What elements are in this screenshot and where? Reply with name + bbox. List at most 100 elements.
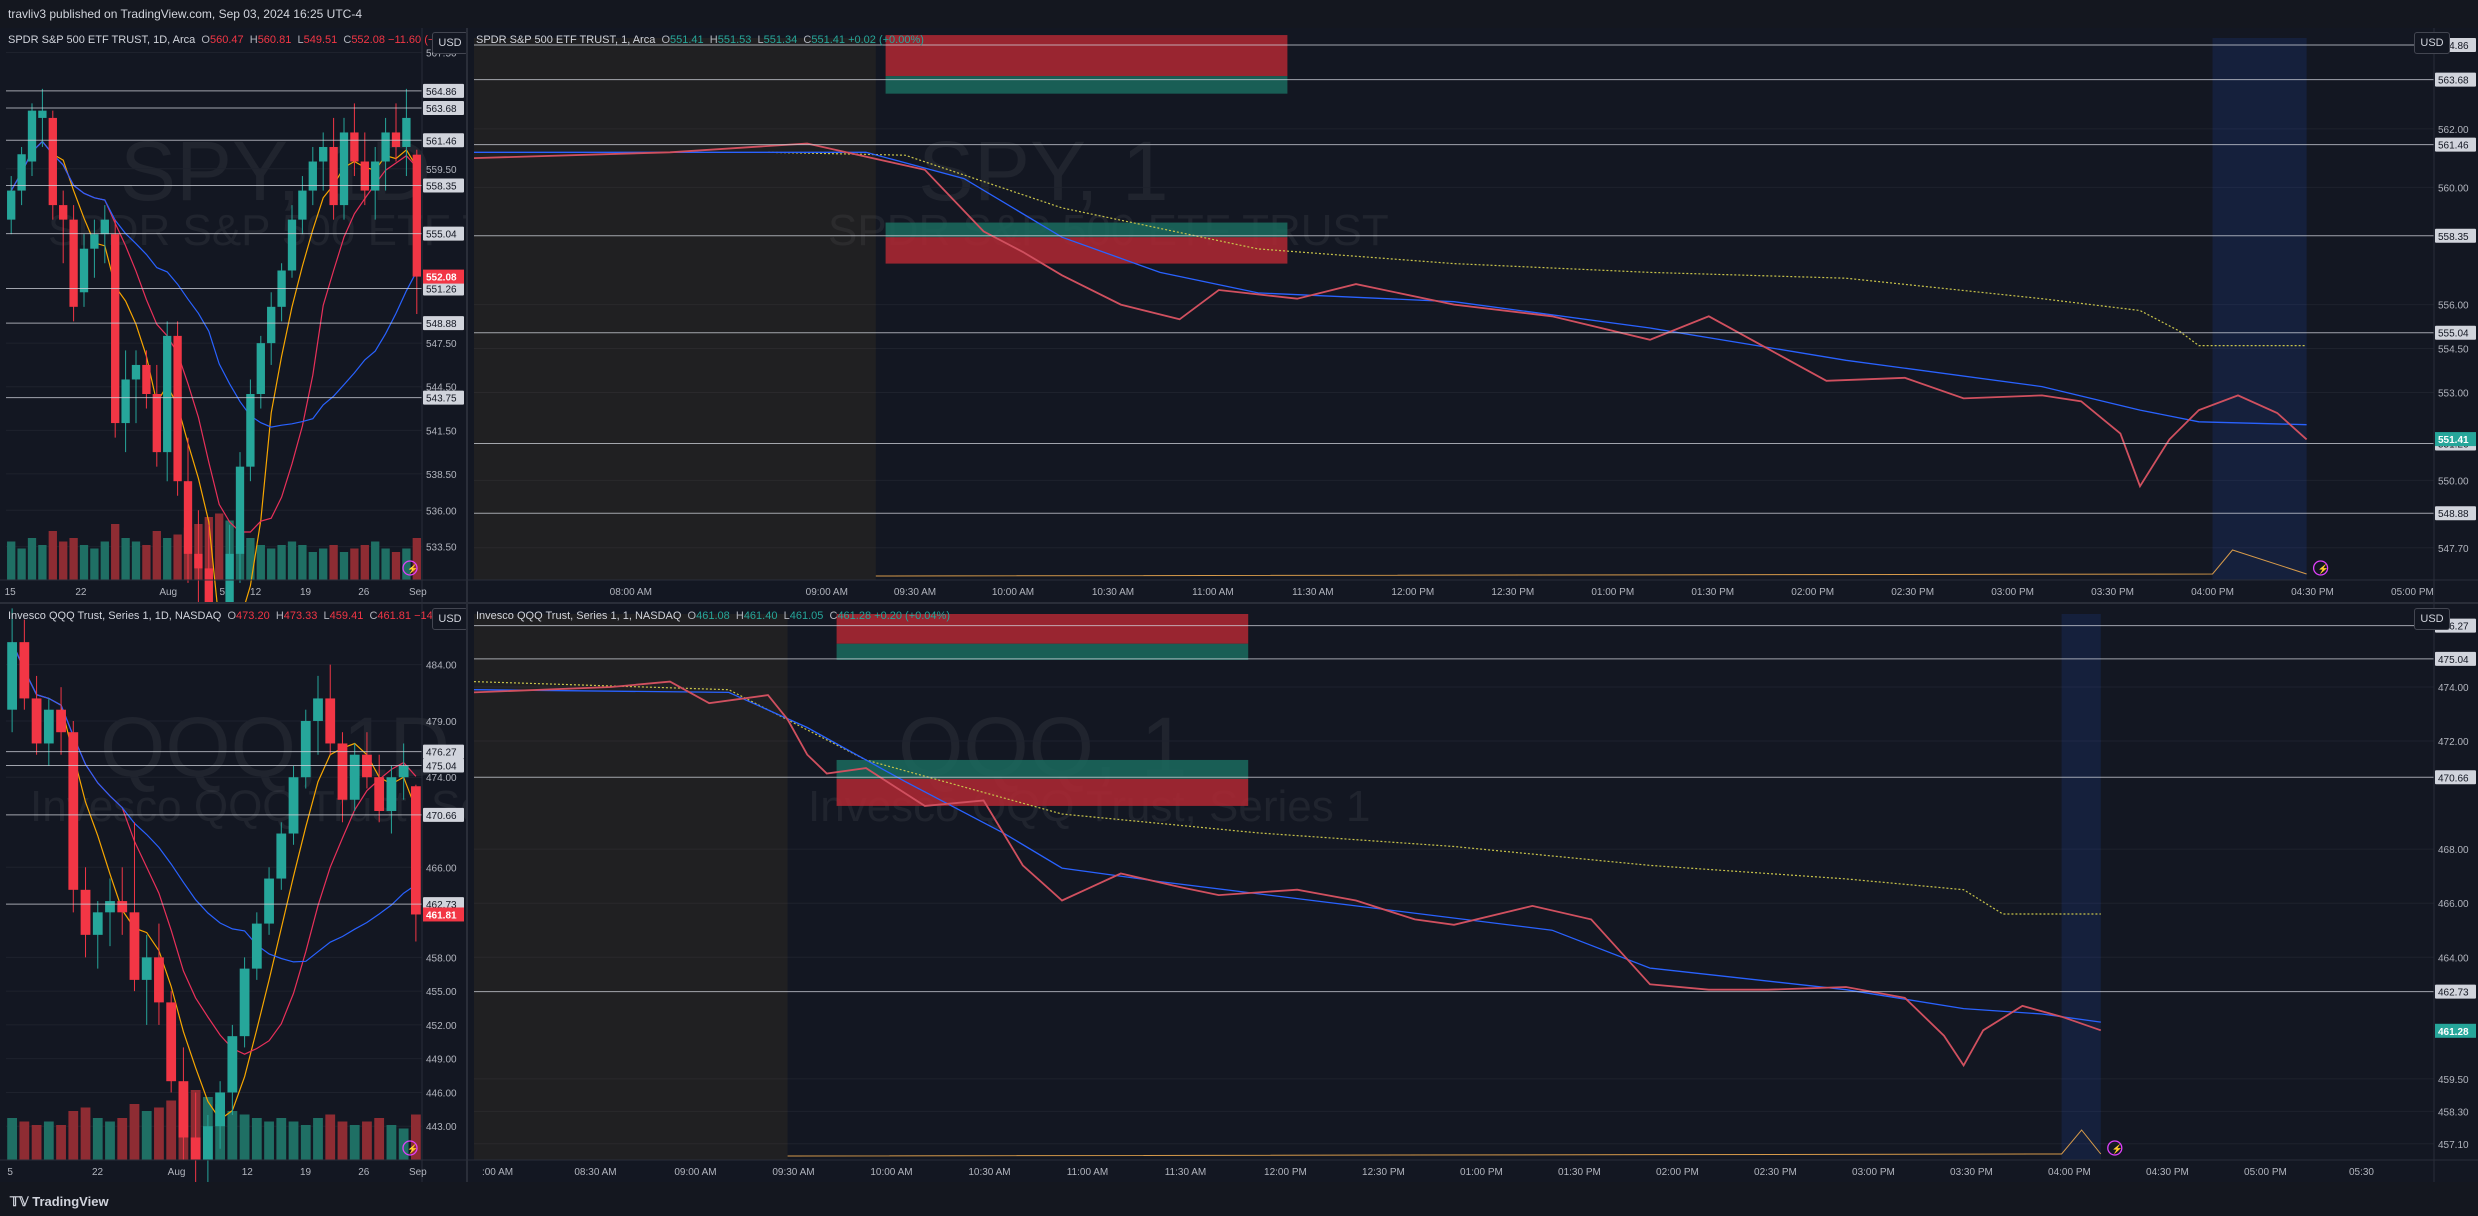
ema-line xyxy=(474,151,2307,426)
level-label-bg xyxy=(423,316,464,331)
volume-ma-line xyxy=(787,1129,2102,1157)
supply-demand-zone xyxy=(885,76,1288,94)
level-label-bg xyxy=(2435,325,2476,340)
candle-body xyxy=(80,889,91,935)
qqq-daily-chart[interactable]: QQQ, 1D Invesco QQQ Trust, Series 1 476.… xyxy=(0,604,592,1182)
x-tick-label: 08:00 AM xyxy=(610,587,652,598)
pane-divider-horizontal[interactable] xyxy=(0,602,2478,604)
candle xyxy=(246,379,255,482)
level-label: 551.26 xyxy=(426,285,457,296)
last-price-bg xyxy=(2435,1023,2476,1038)
candle xyxy=(264,867,274,935)
currency-button[interactable]: USD xyxy=(432,32,468,54)
volume-bar xyxy=(277,545,286,580)
volume-bar xyxy=(27,538,37,580)
level-label: 476.27 xyxy=(426,748,457,759)
y-tick-label: 541.50 xyxy=(426,426,457,437)
candle-body xyxy=(267,306,276,344)
qqq-intraday-chart[interactable]: QQQ, 1 Invesco QQQ Trust, Series 1 476.2… xyxy=(468,604,2478,1182)
y-tick-label: 466.00 xyxy=(2438,899,2469,910)
level-label: 462.73 xyxy=(2438,988,2469,999)
candle-body xyxy=(69,219,78,307)
pane-divider-vertical[interactable] xyxy=(466,28,468,1182)
candle xyxy=(371,146,380,220)
x-tick-label: 12:00 PM xyxy=(1264,1167,1307,1178)
candle-body xyxy=(190,1137,201,1160)
candle-body xyxy=(325,698,336,744)
candle-body xyxy=(79,248,89,293)
level-label-bg xyxy=(2435,72,2476,87)
y-tick-label: 466.00 xyxy=(426,863,457,874)
candle xyxy=(68,720,79,913)
currency-button[interactable]: USD xyxy=(2414,608,2450,630)
y-tick-label: 556.00 xyxy=(2438,301,2469,312)
low-value: 549.51 xyxy=(303,34,338,46)
x-tick-label: 05:30 xyxy=(2349,1167,2374,1178)
candle-body xyxy=(246,394,255,467)
x-tick-label: 11:30 AM xyxy=(1165,1167,1207,1178)
spy-intraday-chart[interactable]: SPY, 1 SPDR S&P 500 ETF TRUST 564.86563.… xyxy=(468,28,2478,602)
high-value: 560.81 xyxy=(257,34,292,46)
volume-bar xyxy=(371,541,380,580)
volume-bar xyxy=(267,548,276,580)
volume-bar xyxy=(105,1121,115,1160)
open-value: 551.41 xyxy=(670,34,704,46)
x-tick-label: 02:30 PM xyxy=(1754,1167,1797,1178)
candle-body xyxy=(43,709,54,744)
candle-body xyxy=(410,786,421,915)
candle-body xyxy=(256,343,265,395)
currency-button[interactable]: USD xyxy=(2414,32,2450,54)
level-label: 558.35 xyxy=(426,181,457,192)
y-tick-label: 560.00 xyxy=(2438,183,2469,194)
volume-bar xyxy=(313,1118,323,1160)
candle-body xyxy=(142,364,151,395)
x-tick-label: 10:00 AM xyxy=(870,1167,912,1178)
candle-body xyxy=(308,161,317,191)
candle-body xyxy=(178,1081,189,1138)
candle-body xyxy=(152,394,161,453)
volume-bar xyxy=(256,545,265,580)
level-label: 548.88 xyxy=(2438,509,2469,520)
candle-body xyxy=(204,568,213,602)
volume-bar xyxy=(391,552,401,580)
candle-body xyxy=(391,132,401,147)
price-line xyxy=(473,680,2102,1068)
level-label-bg xyxy=(2435,984,2476,999)
x-tick-label: 04:30 PM xyxy=(2291,587,2334,598)
level-label-bg xyxy=(2435,506,2476,521)
candle-body xyxy=(31,698,42,744)
candle-body xyxy=(235,466,245,554)
spy-daily-chart[interactable]: SPY, 1D SPDR S&P 500 ETF TRUST 564.86 563… xyxy=(0,28,609,602)
candle xyxy=(90,219,99,278)
candle xyxy=(173,321,182,496)
currency-button[interactable]: USD xyxy=(432,608,468,630)
candle-body xyxy=(300,720,311,778)
candle-body xyxy=(298,190,307,220)
moving-average xyxy=(10,140,418,428)
level-label-bg xyxy=(423,807,464,822)
low-value: 461.05 xyxy=(789,610,824,622)
volume-bar xyxy=(360,545,369,580)
x-tick-label: 5 xyxy=(7,1167,13,1178)
candle xyxy=(190,1092,201,1182)
x-tick-label: 11:00 AM xyxy=(1067,1167,1109,1178)
x-tick-label: 04:30 PM xyxy=(2146,1167,2189,1178)
candle xyxy=(267,292,276,365)
volume-bar xyxy=(308,552,317,580)
x-tick-label: 12:00 PM xyxy=(1391,587,1434,598)
candle-body xyxy=(386,777,397,812)
y-tick-label: 458.30 xyxy=(2438,1107,2469,1118)
x-tick-label: 09:00 AM xyxy=(806,587,848,598)
candle xyxy=(325,664,336,755)
candle-body xyxy=(412,154,421,277)
ema-line xyxy=(473,689,2101,1023)
level-label: 543.75 xyxy=(426,394,457,405)
level-label-bg xyxy=(423,178,464,193)
x-tick-label: 15 xyxy=(5,587,17,598)
level-label-bg xyxy=(2435,137,2476,152)
high-value: 473.33 xyxy=(283,610,318,622)
close-value: 461.81 xyxy=(377,610,412,622)
candle-body xyxy=(313,698,323,721)
candle xyxy=(100,205,109,264)
tradingview-logo[interactable]: 𝕋𝕍 TradingView xyxy=(10,1194,109,1210)
